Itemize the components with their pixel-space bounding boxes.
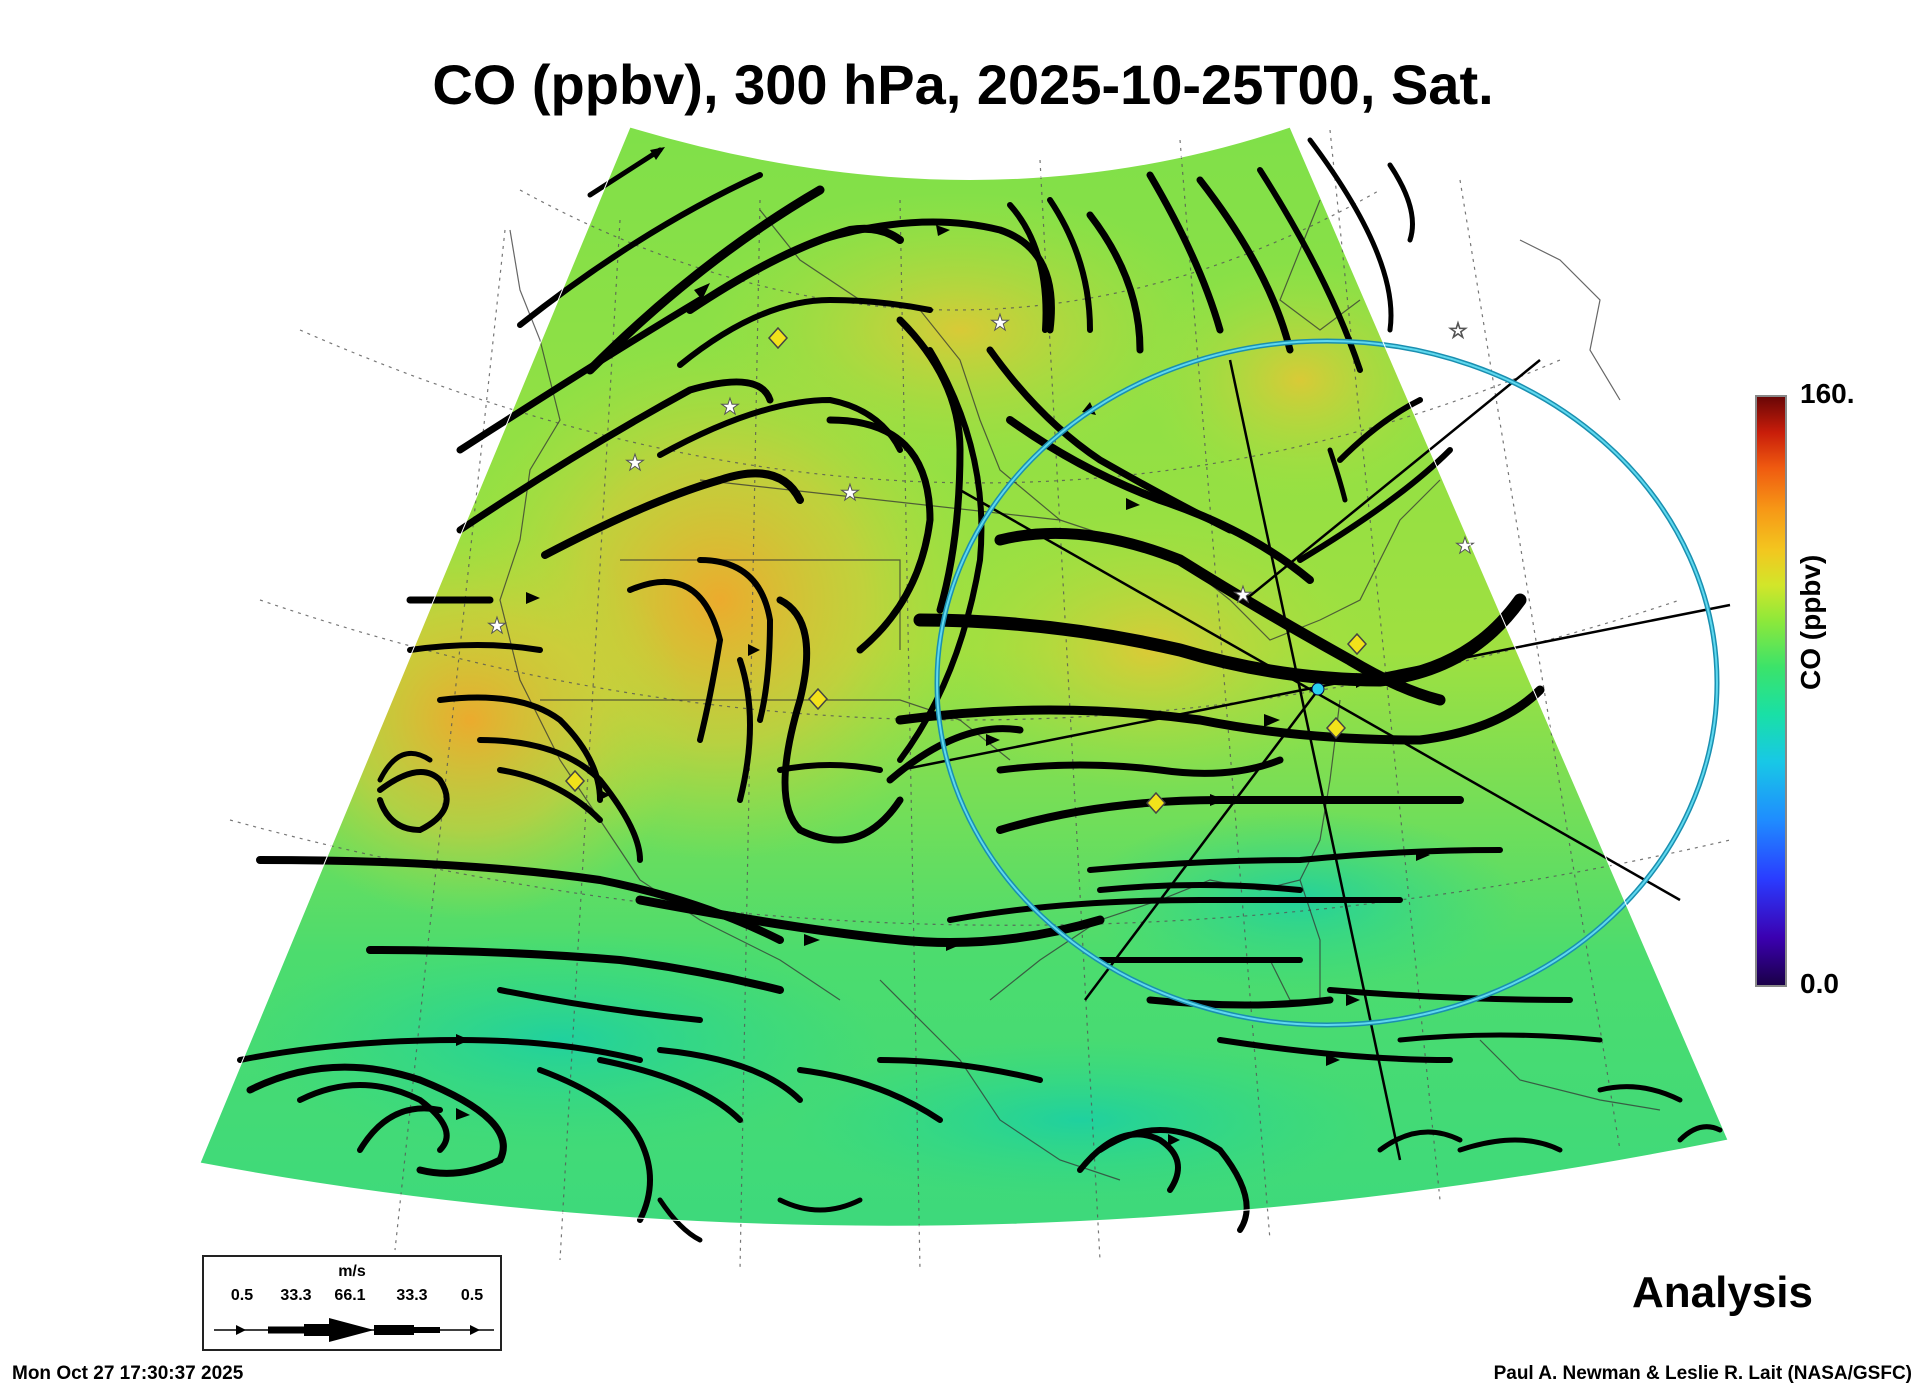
streamline-arrows: [456, 147, 1430, 1146]
colorbar-title: CO (ppbv): [1795, 554, 1826, 690]
star-marker: ★: [990, 311, 1010, 336]
legend-value: 66.1: [334, 1287, 366, 1304]
star-marker: ★: [1233, 583, 1253, 608]
wind-streamlines: [237, 137, 1723, 1243]
diamond-marker: [1145, 791, 1167, 815]
star-marker: ★: [487, 614, 507, 639]
credit-line: Paul A. Newman & Leslie R. Lait (NASA/GS…: [1493, 1363, 1912, 1384]
legend-values: 0.5 33.3 66.1 33.3 0.5: [204, 1287, 500, 1307]
diamond-marker: [1325, 716, 1347, 740]
legend-unit: m/s: [338, 1263, 366, 1280]
diamond-markers: [564, 326, 1368, 815]
legend-value: 33.3: [396, 1287, 428, 1304]
analysis-label: Analysis: [1632, 1268, 1813, 1317]
star-marker: ☆: [1448, 319, 1468, 344]
timestamp: Mon Oct 27 17:30:37 2025: [12, 1363, 244, 1384]
diamond-marker: [767, 326, 789, 350]
colorbar-max-label: 160.: [1800, 378, 1855, 409]
colorbar: [1755, 395, 1787, 987]
star-marker: ★: [720, 395, 740, 420]
map-title: CO (ppbv), 300 hPa, 2025-10-25T00, Sat.: [432, 53, 1494, 116]
legend-value: 33.3: [280, 1287, 312, 1304]
diamond-marker: [1346, 632, 1368, 656]
domain-outline: [199, 126, 1729, 1227]
diamond-marker: [564, 769, 586, 793]
star-marker: ★: [840, 481, 860, 506]
star-marker: ★: [625, 451, 645, 476]
wind-speed-legend: m/s 0.5 33.3 66.1 33.3 0.5: [202, 1255, 502, 1351]
legend-value: 0.5: [460, 1287, 484, 1304]
star-marker: ★: [1455, 534, 1475, 559]
star-markers: ★ ★ ★ ★ ★ ★ ★ ☆: [487, 311, 1476, 640]
graticule: [229, 129, 1731, 1271]
colorbar-gradient: [1757, 397, 1785, 985]
legend-arrow-scale: [214, 1318, 494, 1342]
colorbar-min-label: 0.0: [1800, 968, 1839, 999]
focus-circle: [934, 338, 1720, 1028]
legend-value: 0.5: [230, 1287, 254, 1304]
focus-point-marker: [1311, 682, 1325, 696]
diamond-marker: [807, 687, 829, 711]
